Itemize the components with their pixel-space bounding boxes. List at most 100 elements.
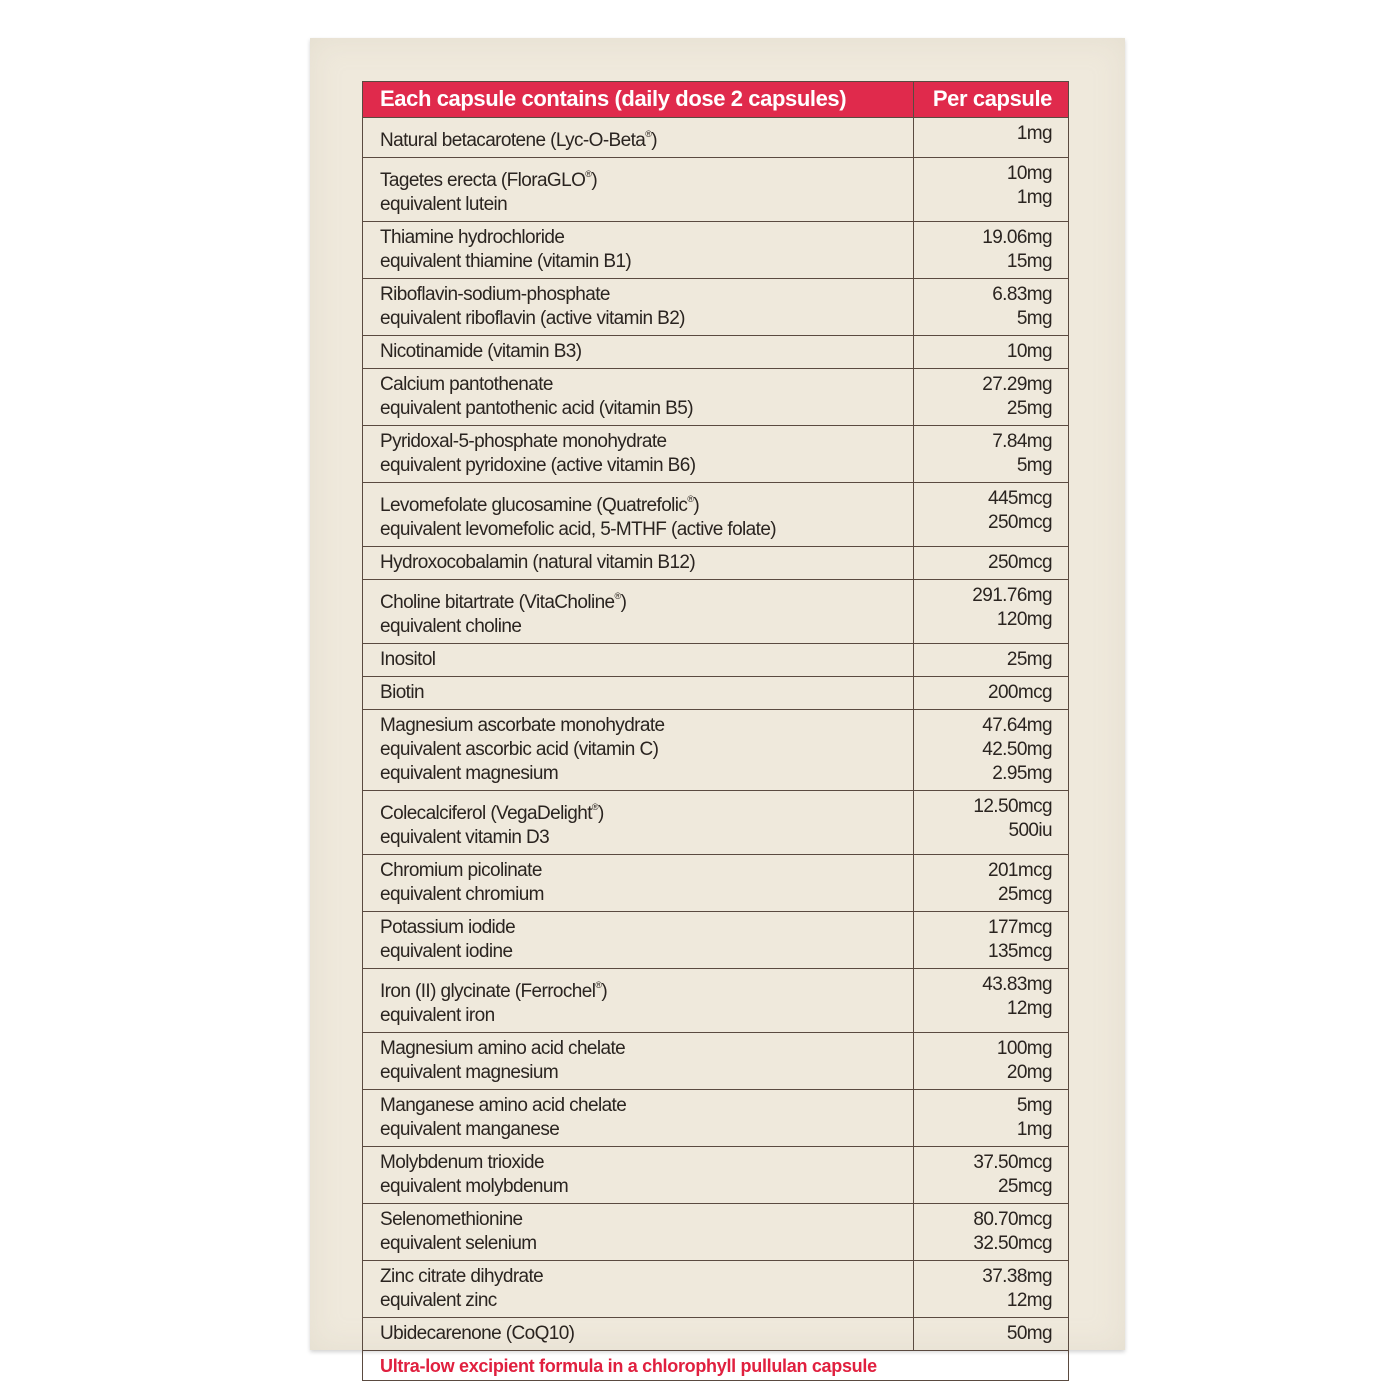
- ingredient-name: Pyridoxal-5-phosphate monohydrate: [380, 431, 667, 452]
- ingredient-name: Choline bitartrate (VitaCholine®): [380, 591, 627, 613]
- ingredient-cell: Iron (II) glycinate (Ferrochel®) equivale…: [362, 968, 914, 1033]
- ingredient-amount: 19.06mg: [982, 227, 1052, 248]
- table-row: Biotin 200mcg: [362, 676, 1069, 710]
- ingredient-amount: 50mg: [1006, 1323, 1053, 1344]
- ingredient-amount: 120mg: [996, 609, 1053, 630]
- ingredient-amount: 25mg: [1006, 398, 1053, 419]
- table-row: Chromium picolinate equivalent chromium 20…: [362, 854, 1069, 912]
- ingredient-cell: Thiamine hydrochloride equivalent thiamin…: [362, 221, 914, 279]
- ingredient-name: equivalent riboflavin (active vitamin B2…: [380, 308, 685, 329]
- ingredient-name: Ubidecarenone (CoQ10): [380, 1323, 575, 1344]
- ingredient-name: Hydroxocobalamin (natural vitamin B12): [380, 552, 696, 573]
- ingredient-name: Magnesium ascorbate monohydrate: [380, 715, 665, 736]
- ingredient-name: Calcium pantothenate: [380, 374, 553, 395]
- ingredient-name: equivalent pyridoxine (active vitamin B6…: [380, 455, 696, 476]
- amount-cell: 25mg: [913, 643, 1069, 677]
- ingredient-amount: 291.76mg: [972, 585, 1052, 606]
- ingredient-amount: 32.50mcg: [973, 1233, 1052, 1254]
- ingredient-name: equivalent manganese: [380, 1119, 560, 1140]
- ingredient-cell: Tagetes erecta (FloraGLO®) equivalent lut…: [362, 157, 914, 222]
- ingredient-amount: 445mcg: [988, 488, 1053, 509]
- ingredient-cell: Biotin: [362, 676, 914, 710]
- ingredient-amount: 12mg: [1006, 998, 1053, 1019]
- amount-cell: 19.06mg 15mg: [913, 221, 1069, 279]
- table-row: Natural betacarotene (Lyc-O-Beta®) 1mg: [362, 117, 1069, 158]
- ingredient-name: Selenomethionine: [380, 1209, 523, 1230]
- supplement-box-panel: Each capsule contains (daily dose 2 caps…: [310, 38, 1125, 1381]
- amount-column-header: Per capsule: [913, 81, 1069, 118]
- ingredient-cell: Choline bitartrate (VitaCholine®) equival…: [362, 579, 914, 644]
- table-row: Hydroxocobalamin (natural vitamin B12) 25…: [362, 546, 1069, 580]
- table-row: Molybdenum trioxide equivalent molybdenum…: [362, 1146, 1069, 1204]
- ingredient-cell: Natural betacarotene (Lyc-O-Beta®): [362, 117, 914, 158]
- amount-cell: 10mg: [913, 335, 1069, 369]
- table-row: Nicotinamide (vitamin B3) 10mg: [362, 335, 1069, 369]
- ingredient-name: Potassium iodide: [380, 917, 516, 938]
- ingredient-cell: Manganese amino acid chelate equivalent m…: [362, 1089, 914, 1147]
- ingredient-name: equivalent magnesium: [380, 763, 559, 784]
- ingredients-table: Each capsule contains (daily dose 2 caps…: [362, 81, 1069, 1381]
- table-row: Thiamine hydrochloride equivalent thiamin…: [362, 221, 1069, 279]
- ingredient-amount: 25mg: [1006, 649, 1053, 670]
- table-header-row: Each capsule contains (daily dose 2 caps…: [362, 81, 1069, 118]
- table-row: Colecalciferol (VegaDelight®) equivalent …: [362, 790, 1069, 855]
- ingredient-name: Nicotinamide (vitamin B3): [380, 341, 582, 362]
- amount-cell: 100mg 20mg: [913, 1032, 1069, 1090]
- ingredient-amount: 250mcg: [988, 512, 1053, 533]
- ingredient-amount: 5mg: [1016, 1095, 1053, 1116]
- table-row: Zinc citrate dihydrate equivalent zinc 37.…: [362, 1260, 1069, 1318]
- amount-cell: 37.50mcg 25mcg: [913, 1146, 1069, 1204]
- ingredient-name: equivalent magnesium: [380, 1062, 559, 1083]
- ingredient-amount: 20mg: [1006, 1062, 1053, 1083]
- ingredient-name: equivalent selenium: [380, 1233, 537, 1254]
- amount-cell: 80.70mcg 32.50mcg: [913, 1203, 1069, 1261]
- ingredient-cell: Molybdenum trioxide equivalent molybdenum: [362, 1146, 914, 1204]
- ingredient-name: equivalent iodine: [380, 941, 513, 962]
- ingredient-amount: 27.29mg: [982, 374, 1052, 395]
- amount-cell: 50mg: [913, 1317, 1069, 1351]
- ingredient-cell: Hydroxocobalamin (natural vitamin B12): [362, 546, 914, 580]
- ingredient-name: equivalent thiamine (vitamin B1): [380, 251, 632, 272]
- ingredient-amount: 10mg: [1006, 163, 1053, 184]
- ingredient-amount: 42.50mg: [982, 739, 1052, 760]
- ingredient-amount: 25mcg: [997, 1176, 1053, 1197]
- ingredient-amount: 100mg: [996, 1038, 1053, 1059]
- ingredient-cell: Levomefolate glucosamine (Quatrefolic®) e…: [362, 482, 914, 547]
- ingredient-amount: 15mg: [1006, 251, 1053, 272]
- ingredient-name: equivalent ascorbic acid (vitamin C): [380, 739, 659, 760]
- ingredient-amount: 37.38mg: [982, 1266, 1052, 1287]
- table-row: Pyridoxal-5-phosphate monohydrate equival…: [362, 425, 1069, 483]
- ingredient-amount: 10mg: [1006, 341, 1053, 362]
- ingredient-cell: Zinc citrate dihydrate equivalent zinc: [362, 1260, 914, 1318]
- amount-cell: 37.38mg 12mg: [913, 1260, 1069, 1318]
- ingredient-amount: 1mg: [1016, 187, 1053, 208]
- amount-cell: 200mcg: [913, 676, 1069, 710]
- ingredient-cell: Colecalciferol (VegaDelight®) equivalent …: [362, 790, 914, 855]
- ingredient-name: equivalent choline: [380, 616, 522, 637]
- ingredient-name: equivalent chromium: [380, 884, 545, 905]
- ingredient-amount: 5mg: [1016, 308, 1053, 329]
- table-row: Ubidecarenone (CoQ10) 50mg: [362, 1317, 1069, 1351]
- amount-cell: 250mcg: [913, 546, 1069, 580]
- ingredient-cell: Nicotinamide (vitamin B3): [362, 335, 914, 369]
- table-row: Magnesium ascorbate monohydrate equivalen…: [362, 709, 1069, 791]
- amount-cell: 291.76mg 120mg: [913, 579, 1069, 644]
- ingredient-name: Magnesium amino acid chelate: [380, 1038, 626, 1059]
- ingredient-cell: Riboflavin-sodium-phosphate equivalent ri…: [362, 278, 914, 336]
- ingredient-name: Colecalciferol (VegaDelight®): [380, 802, 604, 824]
- amount-cell: 47.64mg 42.50mg 2.95mg: [913, 709, 1069, 791]
- ingredient-name: equivalent zinc: [380, 1290, 497, 1311]
- ingredient-name: Tagetes erecta (FloraGLO®): [380, 169, 598, 191]
- ingredient-name: equivalent pantothenic acid (vitamin B5): [380, 398, 694, 419]
- ingredient-cell: Ubidecarenone (CoQ10): [362, 1317, 914, 1351]
- ingredient-cell: Pyridoxal-5-phosphate monohydrate equival…: [362, 425, 914, 483]
- table-row: Inositol 25mg: [362, 643, 1069, 677]
- table-row: Riboflavin-sodium-phosphate equivalent ri…: [362, 278, 1069, 336]
- amount-cell: 10mg 1mg: [913, 157, 1069, 222]
- ingredient-amount: 500iu: [1008, 820, 1053, 841]
- ingredient-name: Chromium picolinate: [380, 860, 542, 881]
- amount-cell: 445mcg 250mcg: [913, 482, 1069, 547]
- ingredient-name: Zinc citrate dihydrate: [380, 1266, 544, 1287]
- ingredient-amount: 12.50mcg: [973, 796, 1052, 817]
- ingredient-amount: 80.70mcg: [973, 1209, 1052, 1230]
